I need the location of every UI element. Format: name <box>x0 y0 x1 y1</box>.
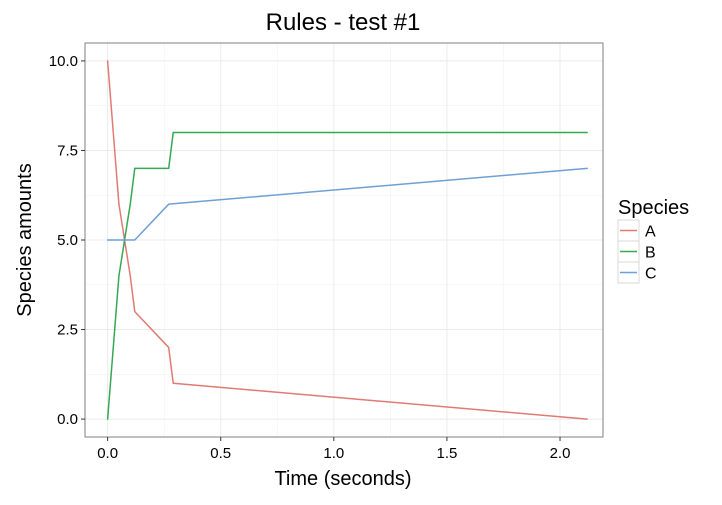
legend-label: C <box>645 266 657 283</box>
x-tick-label: 2.0 <box>550 445 571 462</box>
y-tick-label: 7.5 <box>57 142 78 159</box>
x-tick-label: 1.5 <box>436 445 457 462</box>
legend-item-a: A <box>617 219 656 242</box>
series-line-a <box>106 60 588 420</box>
x-tick-label: 0.0 <box>97 445 118 462</box>
y-tick-label: 5.0 <box>57 232 78 249</box>
legend-item-b: B <box>617 240 656 263</box>
x-axis-label: Time (seconds) <box>274 468 411 490</box>
legend: Species ABC <box>617 197 689 284</box>
legend-title: Species <box>618 197 689 219</box>
y-axis-label: Species amounts <box>14 163 36 316</box>
legend-label: A <box>645 224 656 241</box>
legend-label: B <box>645 245 656 262</box>
series-line-b <box>106 131 588 420</box>
x-tick-label: 0.5 <box>210 445 231 462</box>
x-tick-label: 1.0 <box>323 445 344 462</box>
y-tick-label: 0.0 <box>57 411 78 428</box>
chart-title: Rules - test #1 <box>266 9 421 36</box>
y-tick-label: 10.0 <box>49 53 78 70</box>
series-line-c <box>106 167 588 241</box>
y-tick-label: 2.5 <box>57 322 78 339</box>
legend-item-c: C <box>617 261 657 284</box>
